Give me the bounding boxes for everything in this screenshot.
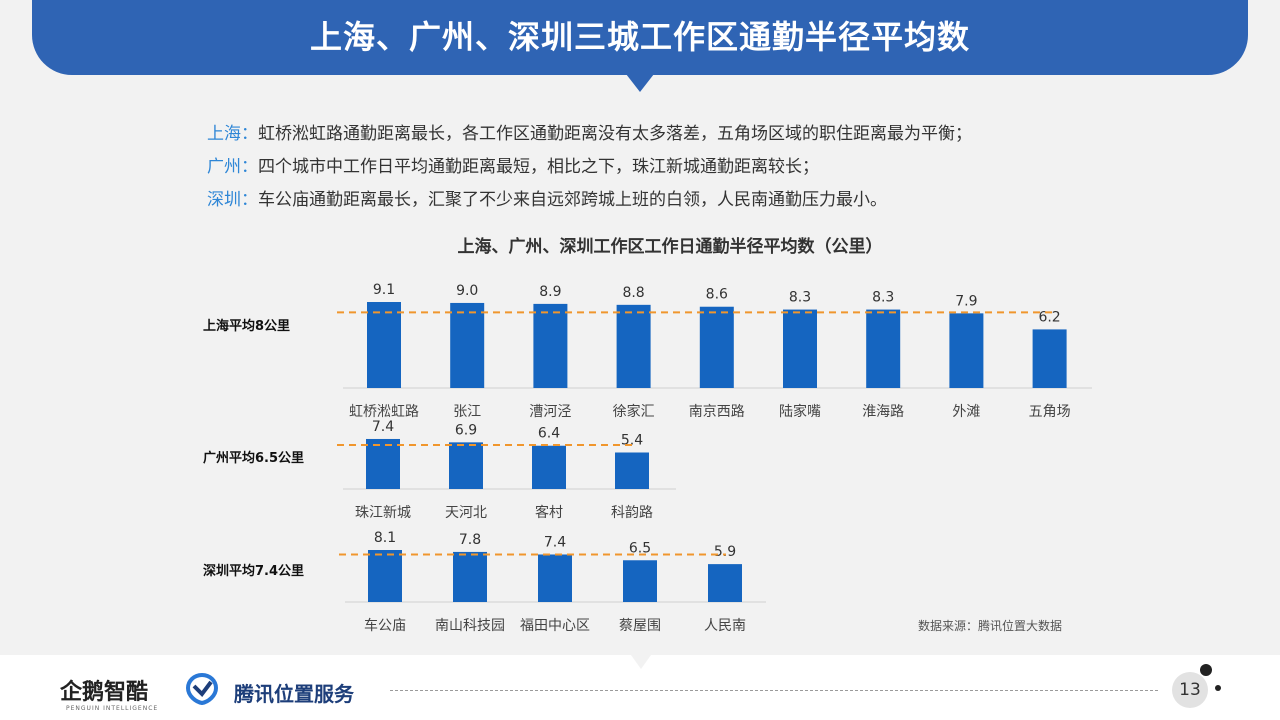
summary-text: 车公庙通勤距离最长，汇聚了不少来自远郊跨城上班的白领，人民南通勤压力最小。: [258, 190, 887, 210]
bar: [450, 302, 485, 388]
value-label: 6.9: [455, 422, 477, 438]
summary-city: 深圳：: [207, 190, 258, 210]
value-label: 8.3: [872, 290, 894, 306]
summary-block: 上海：虹桥淞虹路通勤距离最长，各工作区通勤距离没有太多落差，五角场区域的职住距离…: [207, 118, 1107, 217]
summary-line-shenzhen: 深圳：车公庙通勤距离最长，汇聚了不少来自远郊跨城上班的白领，人民南通勤压力最小。: [207, 184, 1107, 217]
chart-group: 上海平均8公里 9.1 虹桥淞虹路 9.0 张江 8.9 漕河泾 8.8 徐家汇 8.6 南京西路 8…: [203, 282, 1092, 420]
bar: [368, 549, 402, 602]
value-label: 6.5: [629, 540, 651, 556]
bar: [615, 452, 649, 489]
chart-group: 广州平均6.5公里 7.4 珠江新城 6.9 天河北 6.4 客村 5.4 科韵路: [203, 419, 676, 521]
category-label: 客村: [535, 504, 563, 521]
bar: [783, 309, 817, 388]
value-label: 7.8: [459, 532, 481, 548]
category-label: 淮海路: [862, 404, 904, 420]
tencent-location-logo: 腾讯位置服务: [234, 682, 354, 706]
chart-title: 上海、广州、深圳工作区工作日通勤半径平均数（公里）: [458, 236, 883, 257]
bar: [708, 564, 742, 602]
category-label: 张江: [453, 404, 481, 420]
summary-city: 广州：: [207, 157, 258, 177]
bar: [866, 309, 901, 388]
summary-city: 上海：: [207, 124, 258, 144]
bar: [949, 313, 984, 388]
group-label: 广州平均6.5公里: [203, 450, 304, 466]
chart-group: 深圳平均7.4公里 8.1 车公庙 7.8 南山科技园 7.4 福田中心区 6.5 蔡屋围 5.9…: [203, 530, 766, 634]
summary-line-shanghai: 上海：虹桥淞虹路通勤距离最长，各工作区通勤距离没有太多落差，五角场区域的职住距离…: [207, 118, 1107, 151]
category-label: 陆家嘴: [779, 403, 821, 420]
category-label: 科韵路: [611, 505, 653, 521]
footer-divider: [390, 690, 1158, 691]
category-label: 徐家汇: [613, 403, 655, 420]
bar: [616, 304, 651, 388]
value-label: 5.9: [714, 544, 736, 560]
value-label: 6.4: [538, 426, 560, 442]
category-label: 南京西路: [689, 404, 745, 420]
category-label: 天河北: [445, 505, 487, 521]
value-label: 7.4: [372, 419, 394, 435]
category-label: 人民南: [704, 618, 746, 634]
value-label: 8.1: [374, 530, 396, 546]
group-label: 深圳平均7.4公里: [203, 563, 304, 579]
title-banner: 上海、广州、深圳三城工作区通勤半径平均数: [32, 0, 1248, 75]
summary-text: 四个城市中工作日平均通勤距离最短，相比之下，珠江新城通勤距离较长；: [258, 157, 819, 177]
bar: [1032, 329, 1067, 388]
penguin-intelligence-logo: 企鹅智酷: [60, 680, 149, 705]
bar: [699, 306, 734, 388]
decor-dot: [1215, 685, 1221, 691]
value-label: 7.9: [955, 293, 977, 309]
bar: [367, 302, 401, 388]
category-label: 南山科技园: [435, 618, 505, 634]
category-label: 珠江新城: [355, 505, 411, 521]
summary-line-guangzhou: 广州：四个城市中工作日平均通勤距离最短，相比之下，珠江新城通勤距离较长；: [207, 151, 1107, 184]
value-label: 7.4: [544, 534, 566, 550]
footer-pointer: [631, 655, 651, 669]
category-label: 福田中心区: [520, 618, 590, 634]
decor-dot: [1200, 664, 1212, 676]
bar: [623, 560, 657, 602]
category-label: 虹桥淞虹路: [349, 404, 419, 420]
value-label: 8.9: [539, 284, 561, 300]
bar: [533, 303, 568, 388]
commute-bar-chart: 上海、广州、深圳工作区工作日通勤半径平均数（公里） 上海平均8公里 9.1 虹桥淞虹…: [203, 236, 1092, 634]
category-label: 车公庙: [364, 617, 406, 634]
category-label: 漕河泾: [529, 404, 571, 420]
bar: [538, 554, 572, 602]
summary-text: 虹桥淞虹路通勤距离最长，各工作区通勤距离没有太多落差，五角场区域的职住距离最为平…: [258, 124, 972, 144]
value-label: 9.0: [456, 283, 478, 299]
tencent-location-icon: [185, 672, 219, 706]
bar: [532, 445, 566, 489]
value-label: 8.8: [622, 285, 644, 301]
banner-pointer: [626, 74, 654, 92]
group-label: 上海平均8公里: [203, 318, 290, 334]
category-label: 蔡屋围: [619, 618, 661, 634]
value-label: 6.2: [1038, 309, 1060, 325]
bar: [366, 438, 400, 489]
category-label: 外滩: [952, 404, 980, 420]
bar: [449, 442, 483, 489]
page-title: 上海、广州、深圳三城工作区通勤半径平均数: [309, 18, 970, 56]
penguin-intelligence-subtitle: PENGUIN INTELLIGENCE: [66, 705, 159, 712]
data-source: 数据来源：腾讯位置大数据: [918, 618, 1062, 633]
bar: [453, 551, 487, 602]
value-label: 8.6: [706, 287, 728, 303]
category-label: 五角场: [1029, 404, 1071, 420]
value-label: 5.4: [621, 432, 643, 448]
page-number: 13: [1172, 672, 1208, 708]
value-label: 8.3: [789, 290, 811, 306]
value-label: 9.1: [373, 282, 395, 298]
